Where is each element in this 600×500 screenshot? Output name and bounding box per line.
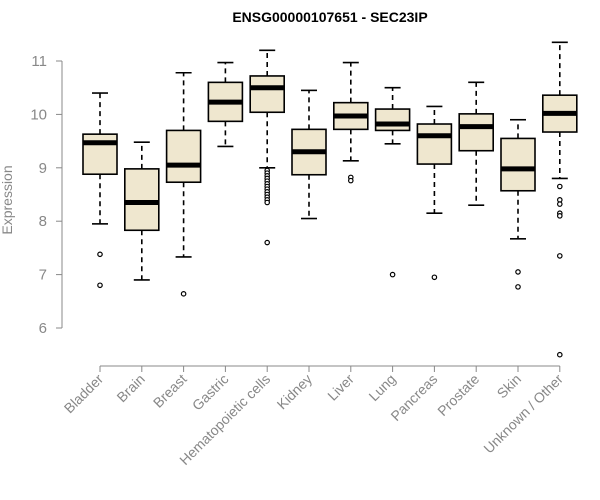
box-breast (165, 71, 202, 297)
iqr-box (458, 113, 495, 152)
y-tick-label: 8 (39, 213, 47, 230)
outlier-point (97, 251, 103, 258)
outlier-point (347, 177, 354, 184)
y-tick-label: 6 (39, 320, 47, 337)
box-hematopoietic-cells (249, 49, 285, 246)
x-tick-label: Bladder (61, 371, 107, 417)
x-tick-label: Breast (150, 371, 190, 411)
x-tick-label: Brain (113, 371, 147, 405)
outlier-point (180, 291, 187, 297)
box-pancreas (416, 105, 453, 281)
outlier-point (556, 183, 563, 190)
x-tick-label: Skin (494, 371, 525, 402)
outlier-point (556, 351, 563, 358)
iqr-box (165, 129, 202, 184)
box-skin (500, 118, 536, 290)
x-tick-label: Kidney (274, 371, 316, 413)
x-tick-label: Liver (324, 371, 357, 404)
outlier-point (556, 253, 563, 259)
box-gastric (207, 61, 244, 148)
iqr-box (500, 137, 536, 192)
y-tick-label: 9 (39, 160, 47, 177)
outlier-point (556, 213, 563, 219)
outlier-point (515, 284, 521, 290)
iqr-box (249, 75, 285, 114)
y-tick-label: 7 (39, 267, 47, 284)
outlier-point (556, 201, 563, 207)
x-tick-label: Lung (365, 371, 398, 404)
x-tick-label: Prostate (434, 371, 482, 419)
box-liver (332, 61, 369, 184)
box-kidney (291, 89, 327, 220)
outlier-point (264, 239, 271, 246)
outlier-point (264, 199, 271, 206)
outlier-point (515, 269, 521, 275)
chart-title: ENSG00000107651 - SEC23IP (232, 9, 427, 25)
iqr-box (416, 123, 453, 165)
box-lung (374, 86, 411, 278)
y-axis-label: Expression (0, 165, 15, 234)
box-bladder (82, 92, 118, 289)
box-brain (124, 141, 160, 281)
y-tick-label: 11 (31, 53, 47, 70)
y-tick-label: 10 (30, 106, 47, 123)
outlier-point (97, 282, 103, 289)
box-unknown-other (541, 41, 578, 358)
plot-area (82, 41, 578, 358)
y-axis: 6 7 8 9 10 11 (30, 53, 63, 337)
box-prostate (458, 81, 495, 206)
iqr-box (374, 108, 411, 132)
outlier-point (431, 274, 438, 281)
iqr-box (124, 168, 160, 232)
outlier-point (389, 271, 396, 278)
x-tick-label: Unknown / Other (480, 371, 566, 457)
iqr-box (82, 133, 118, 176)
